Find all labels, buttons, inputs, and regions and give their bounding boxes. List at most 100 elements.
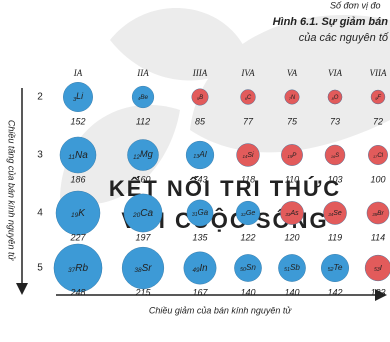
radius-value: 167 xyxy=(192,287,208,297)
period-label: 5 xyxy=(37,263,43,274)
group-label: IVA xyxy=(240,68,255,78)
radius-value: 112 xyxy=(136,116,150,126)
atom-bubble xyxy=(280,201,304,225)
period-label: 4 xyxy=(37,208,43,219)
atomic-number: 50 xyxy=(240,267,246,273)
element-symbol: Te xyxy=(334,263,343,272)
atomic-number: 34 xyxy=(328,212,334,217)
element-label: 9F xyxy=(375,95,381,101)
atomic-number: 13 xyxy=(193,154,199,160)
radius-value: 197 xyxy=(135,232,151,242)
element-label: 14Si xyxy=(242,152,254,159)
element-symbol: O xyxy=(334,95,339,101)
group-label: VIIA xyxy=(370,68,387,78)
element-label: 32Ge xyxy=(241,209,256,217)
radius-value: 143 xyxy=(192,174,207,184)
atom-bubble xyxy=(236,143,260,167)
atom-bubble xyxy=(366,201,390,225)
top-note: Số đơn vị đo xyxy=(330,0,380,10)
radius-value: 152 xyxy=(70,116,85,126)
atom-bubble xyxy=(327,89,343,105)
element-symbol: Na xyxy=(75,150,88,161)
atomic-number: 7 xyxy=(289,96,292,101)
atomic-number: 52 xyxy=(328,267,334,273)
atomic-number: 33 xyxy=(285,212,291,217)
radius-value: 227 xyxy=(69,232,86,242)
atom-bubble xyxy=(284,89,300,105)
radius-value: 77 xyxy=(243,116,254,126)
atom-bubble xyxy=(370,89,386,105)
element-label: 13Al xyxy=(193,149,208,160)
atomic-number: 35 xyxy=(372,212,377,217)
x-axis-label: Chiều giảm của bán kính nguyên tử xyxy=(149,305,293,315)
element-symbol: S xyxy=(335,153,339,159)
atomic-number: 49 xyxy=(192,267,200,274)
radius-value: 118 xyxy=(241,174,255,184)
element-label: 35Br xyxy=(372,210,384,217)
element-symbol: Se xyxy=(333,210,342,217)
radius-value: 140 xyxy=(240,287,255,297)
atom-bubble xyxy=(186,199,214,227)
atomic-number: 4 xyxy=(138,96,141,101)
element-symbol: Si xyxy=(247,152,254,159)
element-symbol: Ge xyxy=(246,209,256,217)
atomic-number: 16 xyxy=(331,154,336,159)
radius-value: 140 xyxy=(284,287,299,297)
radius-value: 114 xyxy=(371,232,385,242)
element-symbol: I xyxy=(380,263,383,272)
period-label: 3 xyxy=(37,150,43,161)
radius-value: 215 xyxy=(134,287,151,297)
radius-value: 122 xyxy=(240,232,255,242)
atomic-number: 37 xyxy=(68,267,76,274)
atomic-number: 15 xyxy=(288,154,293,159)
atomic-number: 53 xyxy=(374,267,380,273)
atomic-number: 11 xyxy=(68,154,75,161)
atomic-number: 14 xyxy=(242,154,247,159)
atom-bubble xyxy=(127,139,159,171)
element-symbol: As xyxy=(289,210,299,217)
radius-value: 100 xyxy=(370,174,385,184)
atom-bubble xyxy=(123,193,163,233)
atom-bubble xyxy=(321,254,349,282)
atom-bubble xyxy=(368,145,388,165)
atomic-number: 31 xyxy=(192,212,198,218)
atom-bubble xyxy=(191,88,209,106)
radius-value: 133 xyxy=(370,287,385,297)
element-label: 49In xyxy=(192,263,207,274)
element-symbol: Ca xyxy=(140,208,153,219)
radius-value: 110 xyxy=(285,174,299,184)
radius-value: 72 xyxy=(373,116,383,126)
element-symbol: F xyxy=(377,95,381,101)
atomic-number: 19 xyxy=(71,212,79,219)
group-label: VIA xyxy=(328,68,342,78)
atom-bubble xyxy=(59,136,97,174)
element-symbol: Be xyxy=(140,94,148,101)
atom-bubble xyxy=(63,82,93,112)
leaf xyxy=(60,104,180,205)
figure-title: của các nguyên tố xyxy=(299,32,389,44)
atomic-number: 8 xyxy=(332,96,335,101)
element-label: 17Cl xyxy=(373,153,384,159)
element-label: 20Ca xyxy=(132,208,153,219)
element-symbol: P xyxy=(292,152,297,159)
radius-value: 119 xyxy=(328,232,342,242)
element-label: 6C xyxy=(245,95,252,101)
radius-value: 85 xyxy=(195,116,206,126)
element-symbol: B xyxy=(199,95,203,101)
atom-bubble xyxy=(53,243,103,293)
atom-bubble xyxy=(323,201,347,225)
atom-bubble xyxy=(131,85,155,109)
leaf xyxy=(190,14,390,153)
element-symbol: Sb xyxy=(290,263,300,272)
element-label: 33As xyxy=(285,210,299,217)
y-axis-label: Chiều tăng của bán kính nguyên tử xyxy=(7,120,17,262)
element-label: 12Mg xyxy=(133,149,153,160)
radius-value: 186 xyxy=(70,174,85,184)
atomic-number: 12 xyxy=(133,155,140,161)
element-symbol: In xyxy=(199,263,207,274)
element-symbol: Ga xyxy=(198,208,209,217)
atomic-number: 3 xyxy=(73,97,77,103)
atomic-number: 51 xyxy=(284,267,290,273)
atom-bubble xyxy=(281,144,303,166)
atom-bubble xyxy=(183,251,217,285)
